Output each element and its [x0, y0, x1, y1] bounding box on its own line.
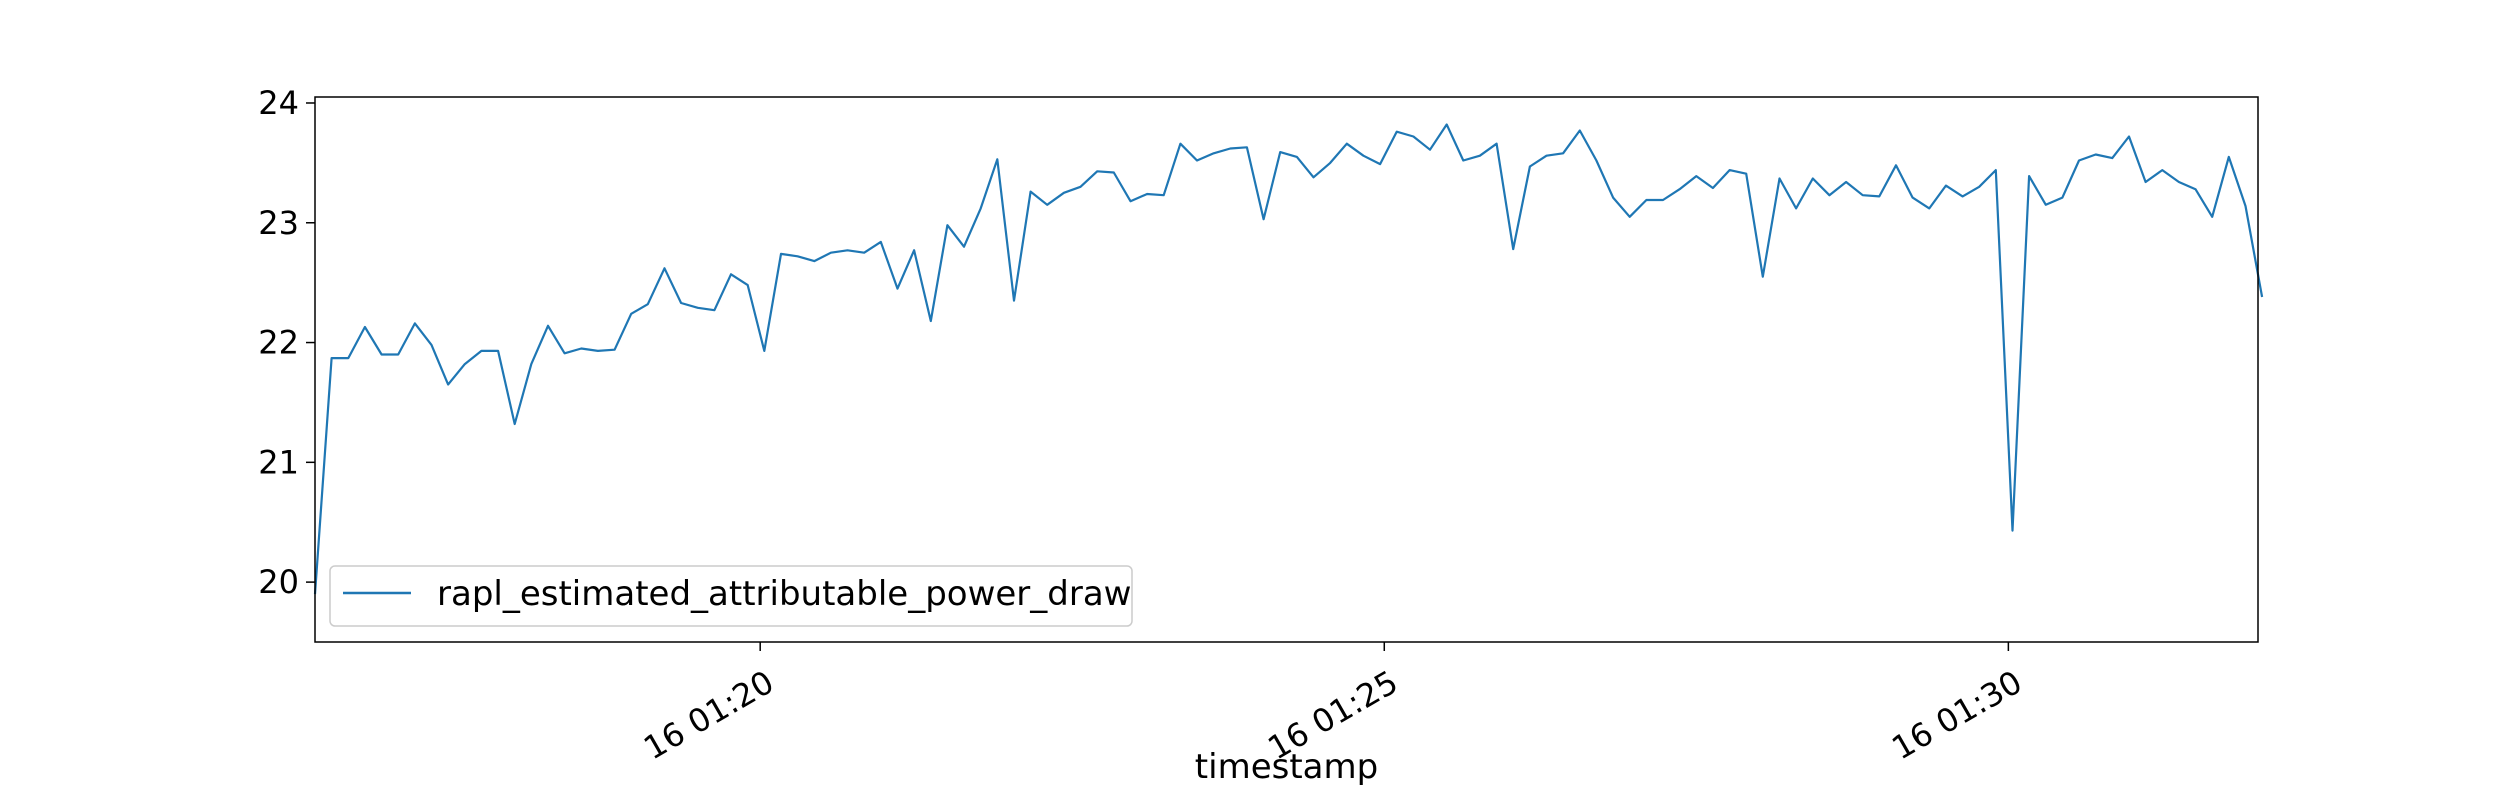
plot-area	[313, 123, 2264, 595]
legend: rapl_estimated_attributable_power_draw	[329, 565, 1133, 627]
legend-box	[329, 565, 1133, 627]
y-tick-label: 24	[258, 84, 299, 122]
y-axis: 20 21 22 23 24	[258, 84, 315, 601]
legend-label: rapl_estimated_attributable_power_draw	[437, 574, 1132, 614]
x-tick-label: 16 01:20	[637, 663, 780, 767]
x-tick-label: 16 01:30	[1885, 663, 2028, 767]
plot-frame	[314, 96, 2259, 643]
y-tick-label: 20	[258, 563, 299, 601]
y-tick-label: 23	[258, 204, 299, 242]
y-tick-label: 21	[258, 443, 299, 481]
x-axis-label: timestamp	[1195, 747, 1378, 787]
series-line	[313, 123, 2264, 595]
y-tick-label: 22	[258, 324, 299, 362]
